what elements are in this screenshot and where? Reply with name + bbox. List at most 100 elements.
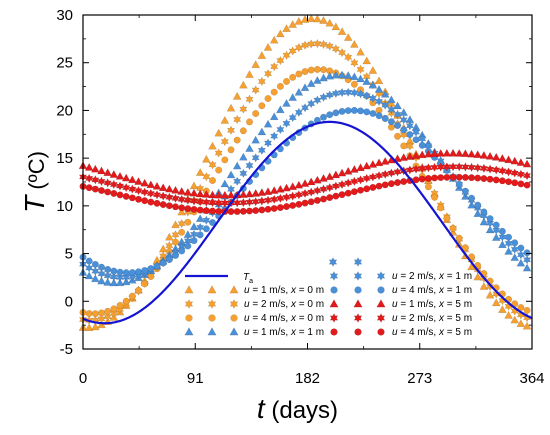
data-point bbox=[319, 173, 328, 182]
data-point bbox=[141, 267, 149, 274]
data-point bbox=[381, 114, 389, 122]
data-point bbox=[467, 162, 476, 172]
data-point bbox=[109, 179, 118, 190]
data-point bbox=[430, 149, 439, 158]
data-point bbox=[424, 174, 432, 182]
data-point bbox=[177, 207, 187, 216]
data-point bbox=[239, 127, 247, 135]
data-point bbox=[381, 100, 390, 110]
data-point bbox=[122, 297, 130, 305]
data-point bbox=[153, 199, 161, 207]
data-point bbox=[313, 76, 322, 84]
data-point bbox=[221, 156, 229, 164]
data-point bbox=[85, 309, 93, 317]
data-point bbox=[356, 74, 365, 83]
data-point bbox=[239, 152, 248, 161]
data-point bbox=[486, 218, 495, 228]
data-point bbox=[461, 187, 469, 195]
data-point bbox=[362, 56, 372, 65]
data-point bbox=[246, 207, 254, 215]
data-point bbox=[331, 181, 340, 191]
data-point bbox=[178, 228, 186, 236]
data-point bbox=[511, 239, 519, 247]
data-point bbox=[368, 66, 378, 74]
data-point bbox=[467, 200, 476, 209]
data-point bbox=[282, 183, 291, 192]
data-point bbox=[276, 82, 284, 90]
data-point bbox=[338, 107, 346, 115]
data-point bbox=[226, 170, 236, 179]
legend-marker bbox=[207, 299, 217, 309]
data-point bbox=[332, 192, 340, 200]
x-tick-label: 364 bbox=[519, 370, 544, 387]
data-point bbox=[394, 179, 402, 187]
data-point bbox=[252, 110, 260, 117]
data-point bbox=[104, 307, 112, 315]
data-point bbox=[387, 95, 396, 104]
data-point bbox=[171, 185, 180, 194]
data-point bbox=[306, 79, 316, 88]
legend-marker bbox=[376, 299, 386, 308]
legend-marker bbox=[354, 328, 362, 336]
data-point bbox=[405, 121, 414, 131]
data-point bbox=[510, 156, 520, 165]
data-point bbox=[110, 267, 118, 275]
y-tick-label: 20 bbox=[56, 102, 73, 119]
data-point bbox=[270, 88, 278, 96]
data-point bbox=[313, 65, 321, 73]
data-point bbox=[468, 194, 476, 202]
data-point bbox=[301, 40, 310, 50]
data-point bbox=[209, 207, 216, 215]
data-point bbox=[412, 127, 421, 137]
data-point bbox=[270, 62, 279, 72]
data-point bbox=[178, 247, 186, 255]
data-point bbox=[109, 272, 118, 282]
data-point bbox=[511, 179, 519, 187]
legend-label: u = 4 m/s, x = 5 m bbox=[392, 327, 472, 338]
data-point bbox=[184, 218, 192, 226]
data-point bbox=[491, 298, 501, 307]
legend-marker bbox=[184, 285, 194, 294]
data-point bbox=[313, 196, 321, 204]
data-point bbox=[523, 181, 531, 189]
data-point bbox=[91, 175, 100, 185]
data-point bbox=[135, 268, 142, 276]
data-point bbox=[319, 73, 328, 82]
data-point bbox=[257, 145, 266, 155]
data-point bbox=[485, 225, 495, 234]
data-point bbox=[375, 182, 383, 190]
data-point bbox=[276, 29, 285, 38]
data-point bbox=[394, 122, 402, 129]
data-point bbox=[474, 174, 482, 182]
data-point bbox=[424, 183, 432, 191]
legend-label: u = 4 m/s, x = 1 m bbox=[392, 285, 472, 296]
data-point bbox=[115, 278, 125, 287]
data-point bbox=[344, 107, 352, 115]
data-point bbox=[350, 165, 359, 173]
data-point bbox=[320, 66, 328, 74]
data-point bbox=[350, 72, 359, 81]
legend-marker bbox=[353, 313, 363, 323]
data-point bbox=[319, 92, 328, 102]
legend-marker bbox=[229, 285, 239, 294]
data-point bbox=[257, 51, 267, 59]
data-point bbox=[399, 153, 409, 161]
data-point bbox=[486, 215, 494, 223]
data-point bbox=[363, 108, 371, 116]
data-point bbox=[233, 114, 242, 125]
data-point bbox=[491, 152, 501, 161]
legend-marker bbox=[184, 327, 194, 336]
data-point bbox=[486, 164, 495, 174]
data-point bbox=[337, 168, 347, 177]
data-point bbox=[295, 70, 303, 78]
data-point bbox=[449, 173, 457, 181]
data-point bbox=[295, 200, 303, 208]
data-point bbox=[338, 191, 346, 199]
data-point bbox=[282, 24, 291, 32]
data-point bbox=[301, 199, 309, 207]
data-point bbox=[350, 58, 359, 68]
data-point bbox=[98, 309, 105, 317]
data-point bbox=[269, 112, 279, 121]
data-point bbox=[135, 195, 142, 203]
y-tick-label: 10 bbox=[56, 198, 73, 215]
